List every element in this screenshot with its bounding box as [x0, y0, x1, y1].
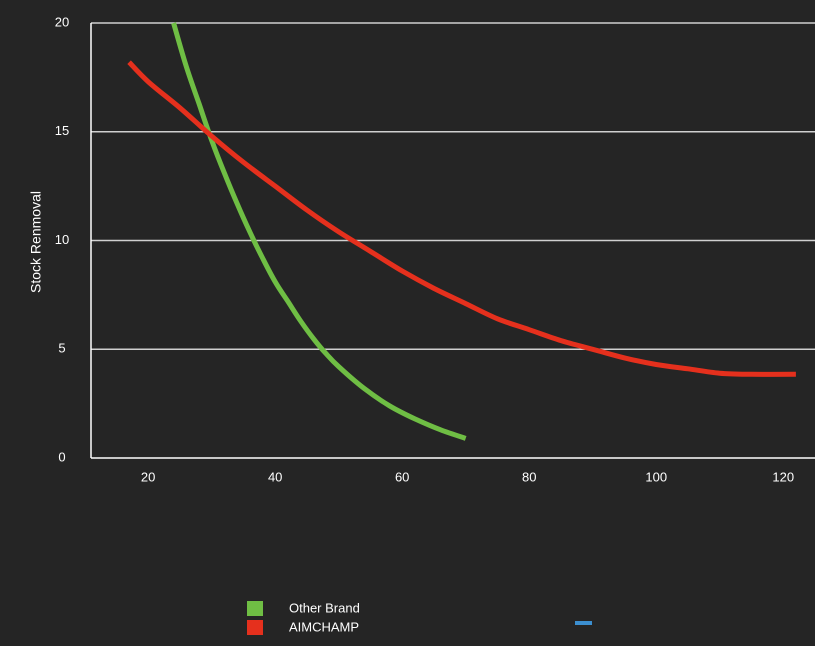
- y-tick-label: 0: [58, 449, 65, 464]
- y-tick-label: 15: [55, 123, 69, 138]
- x-tick-label: 120: [772, 469, 794, 484]
- legend-swatch-2: [575, 621, 592, 625]
- y-tick-label: 10: [55, 232, 69, 247]
- series-line-0: [171, 22, 467, 441]
- y-tick-label: 20: [55, 14, 69, 29]
- x-tick-labels: 20 40 60 80 100 120: [141, 469, 794, 484]
- legend-label-1: AIMCHAMP: [289, 619, 359, 634]
- y-tick-labels: 0 5 10 15 20: [55, 14, 69, 464]
- x-tick-label: 20: [141, 469, 155, 484]
- legend-swatch-0: [247, 601, 263, 616]
- series-line-1: [127, 60, 796, 377]
- x-tick-label: 40: [268, 469, 282, 484]
- y-tick-label: 5: [58, 341, 65, 356]
- axes: [90, 23, 815, 459]
- y-axis-label: Stock Renmoval: [28, 191, 44, 293]
- grid-lines: [91, 22, 815, 350]
- legend: Other Brand AIMCHAMP: [247, 600, 592, 635]
- series-lines: [127, 22, 796, 441]
- x-tick-label: 80: [522, 469, 536, 484]
- legend-label-0: Other Brand: [289, 600, 360, 615]
- legend-swatch-1: [247, 620, 263, 635]
- x-tick-label: 60: [395, 469, 409, 484]
- x-tick-label: 100: [645, 469, 667, 484]
